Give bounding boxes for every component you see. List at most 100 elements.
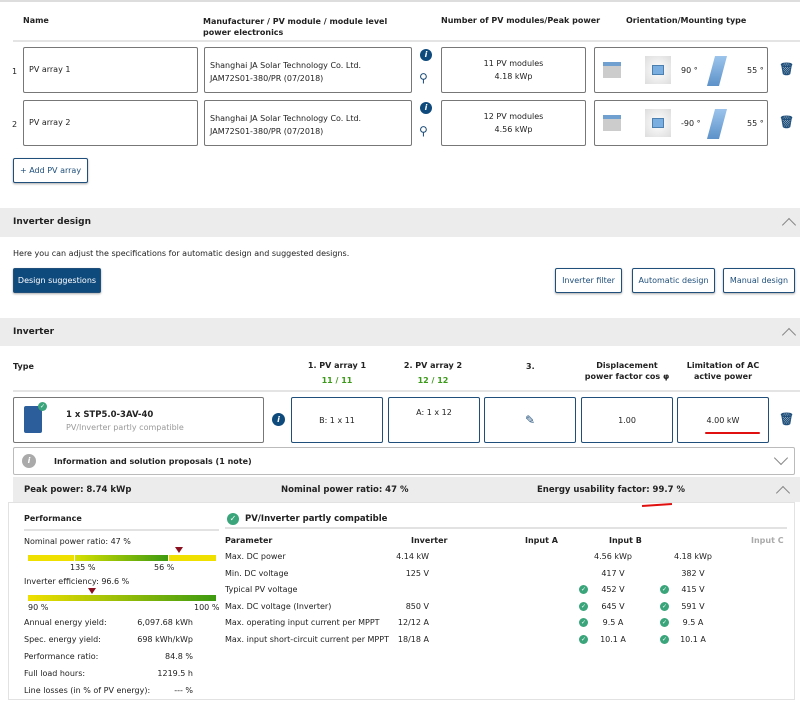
param: Max. DC voltage (Inverter) (225, 601, 332, 611)
info-icon[interactable]: i (420, 102, 432, 114)
input-a-value: 9.5 A (602, 618, 624, 627)
input-b-value: 9.5 A (682, 618, 704, 627)
inverter-design-header[interactable]: Inverter design (0, 208, 800, 237)
section-title: Inverter design (13, 217, 91, 227)
search-icon[interactable]: ⚲ (419, 124, 428, 138)
check-icon: ✓ (660, 585, 669, 594)
limitation-cell[interactable]: 4.00 kW (677, 397, 769, 443)
trash-icon[interactable]: 🗑 (779, 115, 795, 129)
stat-value: 698 kWh/kWp (137, 635, 193, 644)
compat-header: Input B (609, 536, 642, 545)
npr-tick: 56 % (154, 563, 175, 572)
pv-array-2-cell[interactable]: A: 1 x 12 (388, 397, 480, 443)
inverter-value: 125 V (405, 568, 429, 578)
compat-header: Input C (751, 536, 784, 545)
trash-icon[interactable]: 🗑 (779, 62, 795, 76)
stat-label: Spec. energy yield: (24, 635, 101, 644)
orientation-box[interactable]: -90 ° 55 ° (594, 100, 768, 146)
divider (13, 390, 800, 392)
stat-value: 1219.5 h (157, 669, 193, 678)
summary-bar[interactable]: Peak power: 8.74 kWp Nominal power ratio… (13, 477, 800, 502)
search-icon[interactable]: ⚲ (419, 71, 428, 85)
inverter-filter-button[interactable]: Inverter filter (555, 268, 622, 293)
pv-array-name: PV array 1 (29, 65, 71, 74)
pv-array-name: PV array 2 (29, 118, 71, 127)
check-icon: ✓ (579, 585, 588, 594)
tilt: 55 ° (747, 119, 764, 128)
col-pv-array-1: 1. PV array 1 (307, 361, 367, 370)
design-suggestions-button[interactable]: Design suggestions (13, 268, 101, 293)
chevron-down-icon[interactable] (773, 450, 789, 466)
inverter-type-box[interactable]: ✓ 1 x STP5.0-3AV-40 PV/Inverter partly c… (13, 397, 264, 443)
input-b-value: 591 V (681, 601, 705, 611)
info-icon[interactable]: i (420, 49, 432, 61)
module-count: 11 PV modules (483, 59, 544, 68)
param: Max. input short-circuit current per MPP… (225, 634, 389, 644)
input-b-value: 415 V (681, 585, 705, 594)
peak-power: 4.18 kWp (494, 72, 533, 81)
module-tilt-icon (706, 56, 728, 86)
trash-icon[interactable]: 🗑 (779, 412, 795, 426)
eff-tick: 100 % (194, 603, 220, 612)
compass-icon (645, 56, 671, 84)
pv-array-name-input[interactable]: PV array 2 (23, 100, 198, 146)
row-index: 2 (12, 120, 18, 129)
npr-label: Nominal power ratio: 47 % (24, 537, 131, 546)
col-orientation: Orientation/Mounting type (626, 16, 747, 25)
pv-array-name-input[interactable]: PV array 1 (23, 47, 198, 93)
compass-icon (645, 109, 671, 137)
check-icon: ✓ (38, 402, 47, 411)
performance-title: Performance (24, 514, 82, 523)
stat-value: --- % (174, 686, 193, 695)
peak-power: 4.56 kWp (494, 125, 533, 134)
input-a-value: 10.1 A (600, 634, 626, 644)
input-a-value: 645 V (601, 601, 625, 611)
col-pv-array-2: 2. PV array 2 (403, 361, 463, 370)
npr-marker (175, 547, 183, 553)
orientation-box[interactable]: 90 ° 55 ° (594, 47, 768, 93)
stat-label: Line losses (in % of PV energy): (24, 686, 151, 695)
modules-box[interactable]: 12 PV modules 4.56 kWp (441, 100, 586, 146)
input-b-value: 4.18 kWp (674, 552, 712, 561)
peak-power: Peak power: 8.74 kWp (24, 485, 132, 495)
manufacturer: Shanghai JA Solar Technology Co. Ltd. (210, 114, 362, 123)
col-limitation: Limitation of AC active power (686, 361, 760, 381)
inverter-value: 18/18 A (397, 634, 429, 644)
house-icon (603, 62, 621, 78)
param: Max. operating input current per MPPT (225, 618, 380, 627)
inverter-header[interactable]: Inverter (0, 318, 800, 346)
manufacturer: Shanghai JA Solar Technology Co. Ltd. (210, 61, 362, 70)
pv-array-1-cell[interactable]: B: 1 x 11 (291, 397, 383, 443)
inverter-status: PV/Inverter partly compatible (66, 423, 184, 432)
npr-bar (28, 555, 216, 561)
info-icon[interactable]: i (272, 413, 285, 426)
limitation-value: 4.00 kW (706, 415, 740, 425)
compat-title: PV/Inverter partly compatible (245, 514, 388, 524)
chevron-up-icon[interactable] (781, 217, 797, 233)
module: JAM72S01-380/PR (07/2018) (210, 127, 324, 136)
automatic-design-button[interactable]: Automatic design (632, 268, 715, 293)
compat-header: Parameter (225, 536, 273, 545)
chevron-up-icon[interactable] (781, 327, 797, 343)
stat-value: 84.8 % (165, 652, 193, 661)
top-divider (0, 0, 800, 2)
edit-pencil-icon[interactable]: ✎ (484, 397, 576, 443)
info-proposals-row[interactable]: i Information and solution proposals (1 … (13, 447, 795, 475)
details-panel: Performance Nominal power ratio: 47 % 13… (8, 502, 795, 700)
module-box[interactable]: Shanghai JA Solar Technology Co. Ltd. JAM… (204, 47, 412, 93)
check-icon: ✓ (227, 513, 239, 525)
efficiency-bar (28, 595, 216, 601)
displacement-cell[interactable]: 1.00 (581, 397, 673, 443)
modules-box[interactable]: 11 PV modules 4.18 kWp (441, 47, 586, 93)
check-icon: ✓ (579, 618, 588, 627)
col-modules: Number of PV modules/Peak power (441, 16, 601, 25)
manual-design-button[interactable]: Manual design (723, 268, 795, 293)
row-index: 1 (12, 67, 18, 76)
divider (13, 40, 800, 42)
input-a-value: 417 V (601, 568, 625, 578)
check-icon: ✓ (660, 618, 669, 627)
module-box[interactable]: Shanghai JA Solar Technology Co. Ltd. JAM… (204, 100, 412, 146)
chevron-up-icon[interactable] (775, 485, 791, 501)
inverter-value: 850 V (405, 601, 429, 611)
add-pv-array-button[interactable]: + Add PV array (13, 158, 88, 183)
